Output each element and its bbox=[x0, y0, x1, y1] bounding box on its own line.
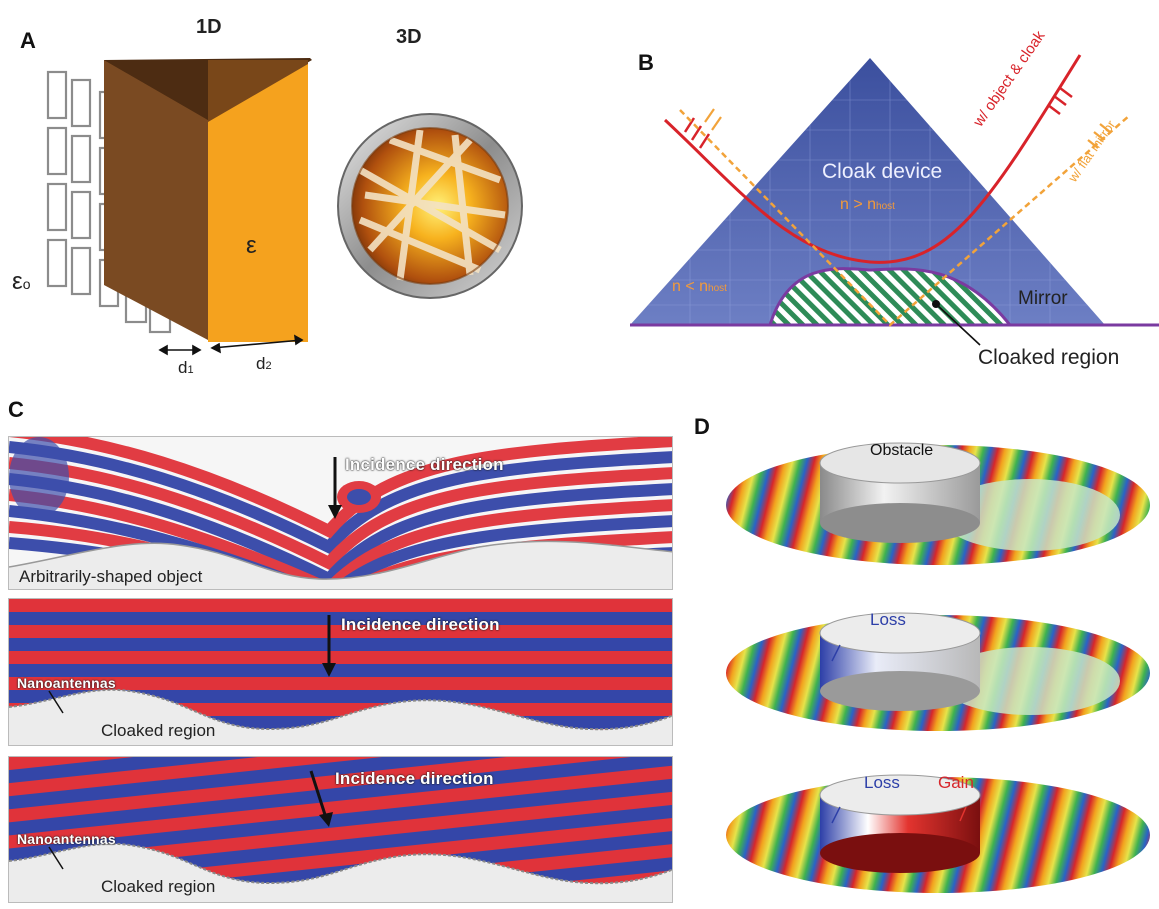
panel-c-strip-2: Incidence direction Nanoantennas Cloaked… bbox=[8, 598, 673, 746]
panel-d-graphic bbox=[726, 442, 1150, 893]
loss-label-1: Loss bbox=[870, 610, 906, 629]
incidence-label-3: Incidence direction bbox=[335, 769, 494, 788]
slab-side bbox=[104, 60, 208, 340]
label-3d: 3D bbox=[396, 26, 422, 48]
cloaked-region-label-c1: Cloaked region bbox=[101, 721, 216, 740]
cloaked-region-label-c2: Cloaked region bbox=[101, 877, 216, 896]
panel-c-strip-3: Incidence direction Nanoantennas Cloaked… bbox=[8, 756, 673, 903]
dimension-arrows bbox=[158, 334, 304, 356]
object-label: Arbitrarily-shaped object bbox=[19, 567, 203, 586]
incidence-label-2: Incidence direction bbox=[341, 615, 500, 634]
cloaked-region-hatch bbox=[767, 267, 1014, 327]
panel-c-letter: C bbox=[8, 397, 24, 422]
n-greater-label: n > nhost bbox=[840, 196, 895, 213]
d1-label: d1 bbox=[178, 358, 194, 377]
gain-label: Gain bbox=[938, 773, 974, 792]
obstacle-label: Obstacle bbox=[870, 442, 934, 459]
epsilon-0-label: εo bbox=[12, 268, 31, 295]
d2-label: d2 bbox=[256, 354, 272, 373]
disc-layer-1 bbox=[726, 442, 1150, 565]
panel-a-letter: A bbox=[20, 28, 36, 53]
label-1d: 1D bbox=[196, 16, 222, 38]
panel-d-letter: D bbox=[694, 414, 710, 439]
panel-a-graphic bbox=[46, 58, 523, 356]
loss-label-2: Loss bbox=[864, 773, 900, 792]
nanoantennas-label-2: Nanoantennas bbox=[17, 831, 116, 847]
cloak-triangle bbox=[630, 58, 1105, 325]
panel-b-graphic bbox=[630, 54, 1159, 346]
disc-layer-2 bbox=[726, 612, 1150, 731]
nanoantennas-label-1: Nanoantennas bbox=[17, 675, 116, 691]
cloak-device-label: Cloak device bbox=[822, 160, 943, 183]
ray-flat-mirror bbox=[679, 109, 1131, 327]
cloaked-region-label-b: Cloaked region bbox=[978, 346, 1120, 369]
n-less-label: n < nhost bbox=[672, 278, 727, 295]
panel-b-letter: B bbox=[638, 50, 654, 75]
mirror-label: Mirror bbox=[1018, 288, 1068, 309]
disc-layer-3 bbox=[726, 774, 1150, 893]
panel-c-strip-1: Incidence direction Arbitrarily-shaped o… bbox=[8, 436, 673, 590]
incidence-label-1: Incidence direction bbox=[345, 455, 504, 474]
cloaked-sphere bbox=[337, 113, 523, 299]
epsilon-label: ε bbox=[246, 232, 257, 259]
ray-object-cloak bbox=[663, 54, 1082, 264]
